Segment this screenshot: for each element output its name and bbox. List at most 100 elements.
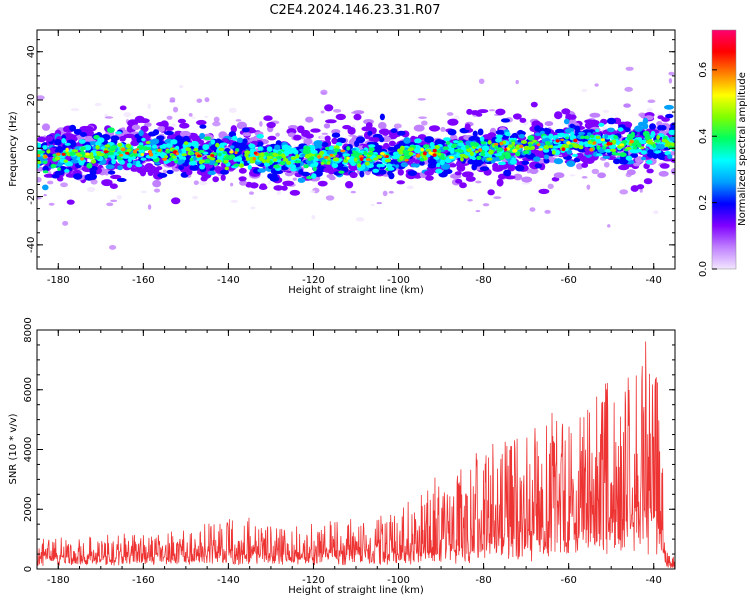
- spectrogram-cell: [442, 146, 449, 151]
- spectrogram-cell: [310, 190, 316, 194]
- spectrogram-cell: [479, 136, 485, 142]
- spectrogram-cell: [333, 109, 342, 113]
- spectrogram-cell: [581, 176, 588, 179]
- spectrogram-cell: [269, 175, 280, 182]
- spectrogram-cell: [152, 179, 162, 188]
- spectrogram-cell: [110, 174, 122, 180]
- spectrogram-cell: [46, 149, 51, 154]
- spectrogram-cell: [657, 115, 664, 120]
- spectrogram-cell: [311, 173, 317, 179]
- spectrogram-cell: [387, 146, 396, 151]
- spectrogram-cell: [636, 184, 645, 190]
- snr-line: [37, 341, 675, 569]
- spectrogram-cell: [481, 145, 490, 152]
- spectrogram-cell: [463, 155, 469, 159]
- spectrogram-cell: [97, 137, 105, 144]
- spectrogram-cell: [90, 159, 97, 164]
- spectrogram-cell: [252, 156, 256, 161]
- spectrogram-cell: [446, 140, 450, 145]
- spectrogram-cell: [199, 124, 207, 129]
- spectrogram-cell: [224, 166, 229, 171]
- spectrogram-cell: [331, 163, 339, 169]
- spectrogram-cell: [407, 170, 418, 177]
- spectrogram-cell: [350, 153, 357, 157]
- spectrogram-cell: [145, 141, 151, 144]
- spectrogram-cell: [181, 153, 188, 157]
- spectrogram-cell: [596, 153, 603, 157]
- spectrogram-cell: [304, 133, 314, 139]
- spectrogram-cell: [652, 143, 657, 148]
- spectrogram-cell: [533, 156, 541, 162]
- spectrogram-cell: [238, 167, 247, 174]
- spectrogram-cell: [511, 141, 516, 146]
- spectrogram-cell: [61, 138, 67, 144]
- spectrogram-cell: [238, 176, 247, 182]
- spectrogram-cell: [198, 159, 204, 165]
- spectrogram-cell: [393, 160, 399, 165]
- spectrogram-cell: [42, 145, 48, 150]
- spectrogram-cell: [397, 130, 406, 136]
- spectrogram-cell: [342, 125, 352, 130]
- spectrogram-cell: [189, 164, 199, 171]
- spectrogram-cell: [230, 199, 239, 203]
- spectrogram-cell: [94, 102, 102, 107]
- spectrogram-cell: [483, 152, 490, 157]
- spectrogram-cell: [653, 210, 659, 215]
- spectrogram-cell: [37, 176, 42, 183]
- spectrogram-cell: [609, 148, 617, 152]
- spectrogram-cell: [626, 169, 636, 176]
- spectrogram-cell: [37, 154, 41, 158]
- spectrogram-cell: [282, 158, 289, 162]
- spectrogram-cell: [320, 110, 325, 114]
- spectrogram-cell: [310, 128, 321, 133]
- spectrogram-cell: [239, 179, 247, 186]
- spectrogram-cell: [135, 163, 143, 168]
- spectrogram-cell: [363, 151, 368, 155]
- spectrogram-cell: [600, 138, 605, 142]
- spectrogram-cell: [396, 180, 406, 185]
- spectrogram-cell: [42, 170, 49, 174]
- x-tick-label: -40: [646, 275, 662, 286]
- spectrogram-cell: [447, 129, 457, 136]
- spectrogram-cell: [70, 141, 77, 148]
- spectrogram-cell: [478, 78, 485, 84]
- spectrogram-cell: [305, 116, 314, 123]
- spectrogram-cell: [215, 142, 220, 148]
- spectrogram-cell: [669, 136, 675, 142]
- spectrogram-cell: [452, 140, 459, 144]
- spectrogram-cell: [602, 109, 610, 113]
- spectrogram-cell: [403, 137, 411, 144]
- spectrogram-cell: [125, 143, 132, 149]
- spectrogram-cell: [164, 126, 175, 131]
- spectrogram-cell: [578, 145, 584, 150]
- spectrogram-cell: [325, 119, 337, 124]
- spectrogram-cell: [103, 154, 108, 159]
- spectrogram-cell: [229, 145, 235, 149]
- spectrogram-cell: [555, 128, 565, 134]
- spectrogram-cell: [423, 151, 427, 156]
- spectrogram-cell: [303, 146, 311, 151]
- spectrogram-cell: [349, 171, 358, 179]
- spectrogram-cell: [561, 152, 569, 157]
- spectrogram-cell: [121, 147, 126, 152]
- spectrogram-cell: [328, 145, 334, 150]
- spectrogram-cell: [37, 162, 40, 169]
- spectrogram-cell: [364, 161, 370, 166]
- spectrogram-cell: [343, 158, 348, 163]
- spectrogram-cell: [325, 195, 335, 201]
- spectrogram-cell: [668, 129, 675, 135]
- spectrogram-cell: [151, 150, 157, 154]
- colorbar-tick-label: 0.0: [698, 261, 709, 277]
- spectrogram-cell: [551, 177, 560, 182]
- spectrogram-cell: [393, 123, 402, 129]
- spectrogram-cell: [101, 179, 113, 187]
- spectrogram-cell: [479, 166, 490, 171]
- spectrogram-cell: [521, 160, 530, 165]
- spectrogram-cell: [62, 220, 69, 226]
- spectrogram-cell: [404, 158, 409, 162]
- x-tick-label: -60: [560, 575, 576, 586]
- spectrogram-cell: [289, 189, 301, 196]
- spectrogram-cell: [569, 123, 576, 129]
- spectrogram-cell: [623, 103, 631, 108]
- spectrogram-cell: [455, 178, 463, 184]
